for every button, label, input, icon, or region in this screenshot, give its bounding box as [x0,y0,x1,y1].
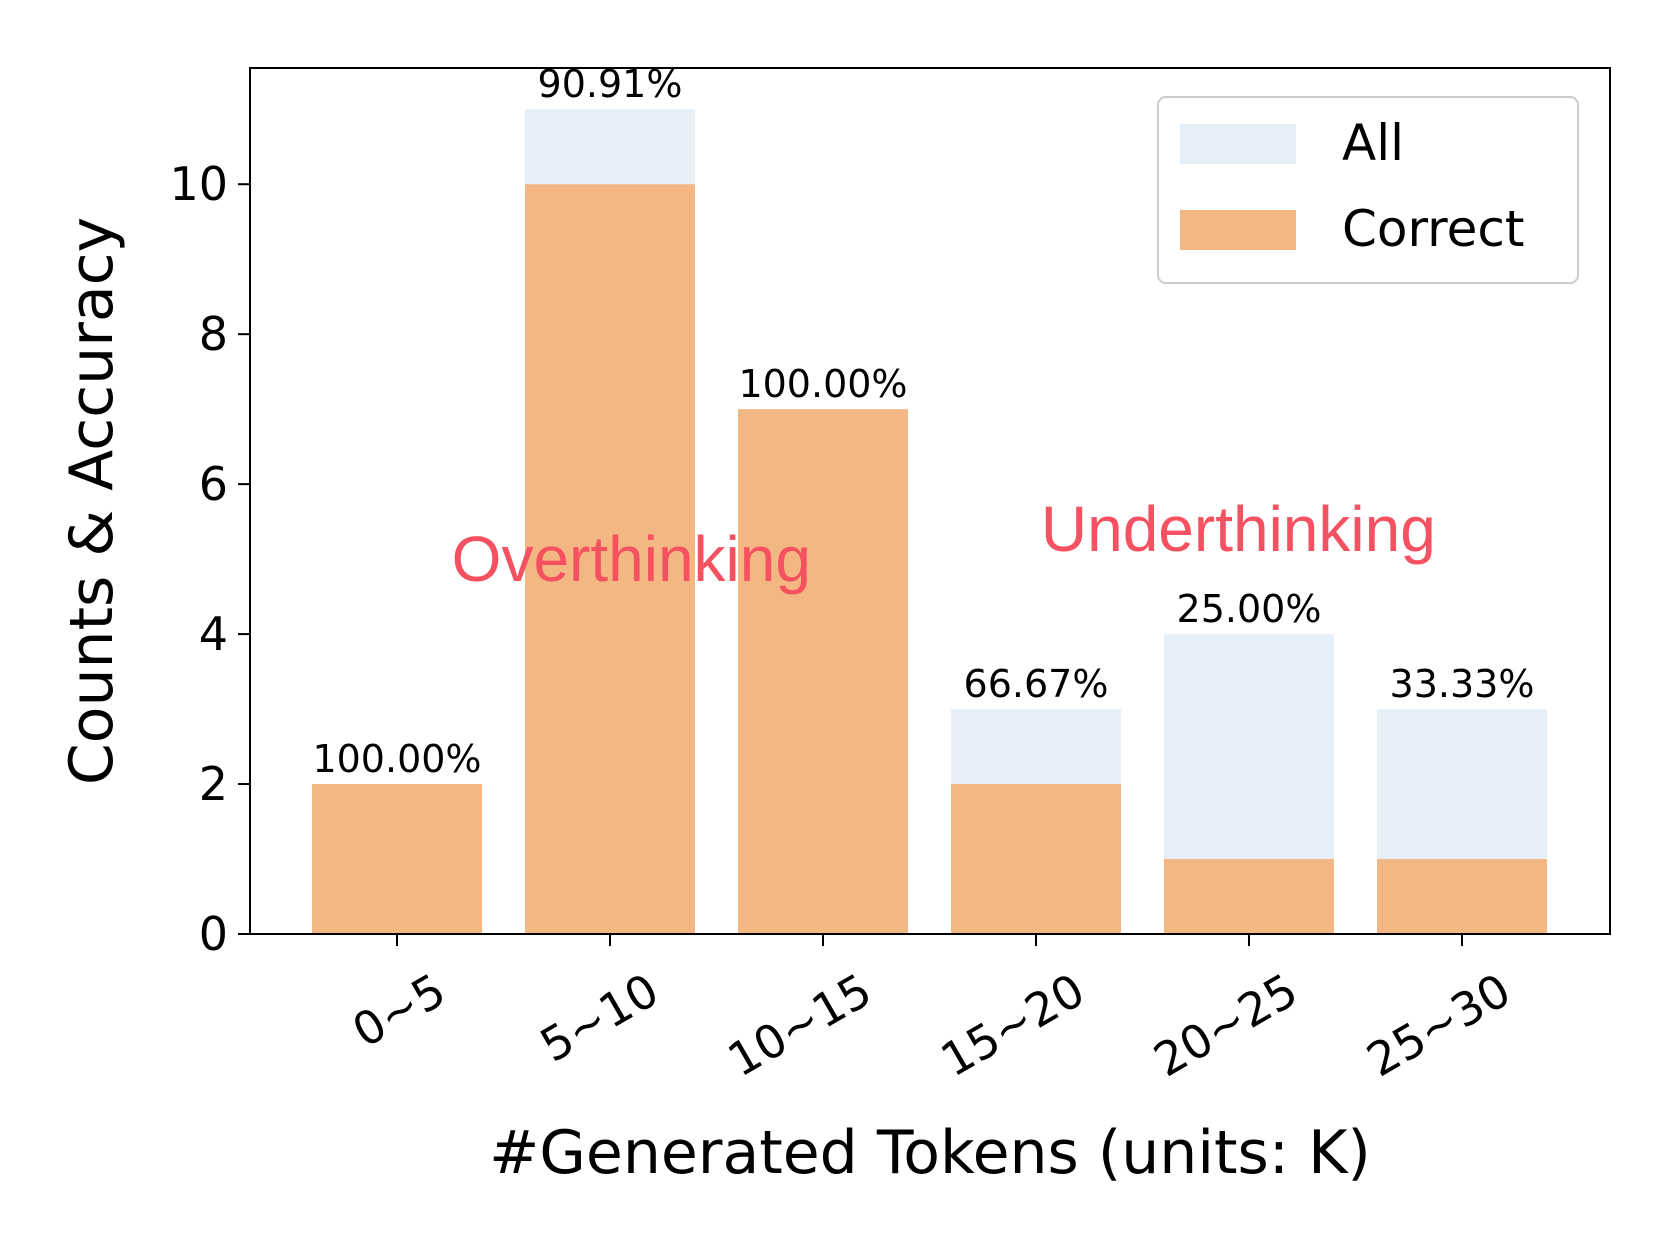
bar-label-4: 25.00% [1177,587,1322,631]
annotation-0: Overthinking [452,523,811,595]
x-tick-label-1: 5~10 [531,963,667,1073]
bar-correct-0 [312,784,482,934]
x-tick-label-2: 10~15 [719,963,881,1088]
legend-swatch-1 [1180,210,1296,250]
y-tick-label-2: 4 [199,607,228,661]
y-tick-label-0: 0 [199,907,228,961]
y-tick-label-5: 10 [169,157,228,211]
y-axis-label: Counts & Accuracy [57,217,127,785]
plot-frame [249,67,1611,935]
bar-correct-5 [1377,859,1547,934]
bar-correct-3 [951,784,1121,934]
y-tick-label-4: 8 [199,307,228,361]
annotations: Overthinking Underthinking [452,493,1436,595]
x-tick-label-5: 25~30 [1358,963,1520,1088]
legend-label-0: All [1342,114,1404,172]
bar-label-0: 100.00% [312,737,481,781]
bar-label-3: 66.67% [964,662,1109,706]
legend: All Correct [1157,96,1579,284]
bar-correct-4 [1164,859,1334,934]
legend-swatch-0 [1180,124,1296,164]
annotation-1: Underthinking [1041,493,1436,565]
bars-correct-series [312,184,1547,935]
legend-label-1: Correct [1342,200,1525,258]
bar-correct-2 [738,409,908,935]
bar-value-labels: 100.00% 90.91% 100.00% 66.67% 25.00% 33.33% [312,62,1534,781]
y-tick-label-3: 6 [199,457,228,511]
bar-label-2: 100.00% [738,362,907,406]
y-axis: 0 2 4 6 8 10 [169,157,250,961]
bar-label-5: 33.33% [1390,662,1535,706]
x-axis-label: #Generated Tokens (units: K) [489,1118,1371,1188]
bar-label-1: 90.91% [538,62,683,106]
x-tick-label-3: 15~20 [932,963,1094,1088]
x-axis: 0~5 5~10 10~15 15~20 20~25 25~30 [343,934,1520,1088]
x-tick-label-4: 20~25 [1145,963,1307,1088]
y-tick-label-1: 2 [199,757,228,811]
bar-correct-1 [525,184,695,935]
x-tick-label-0: 0~5 [343,963,454,1058]
